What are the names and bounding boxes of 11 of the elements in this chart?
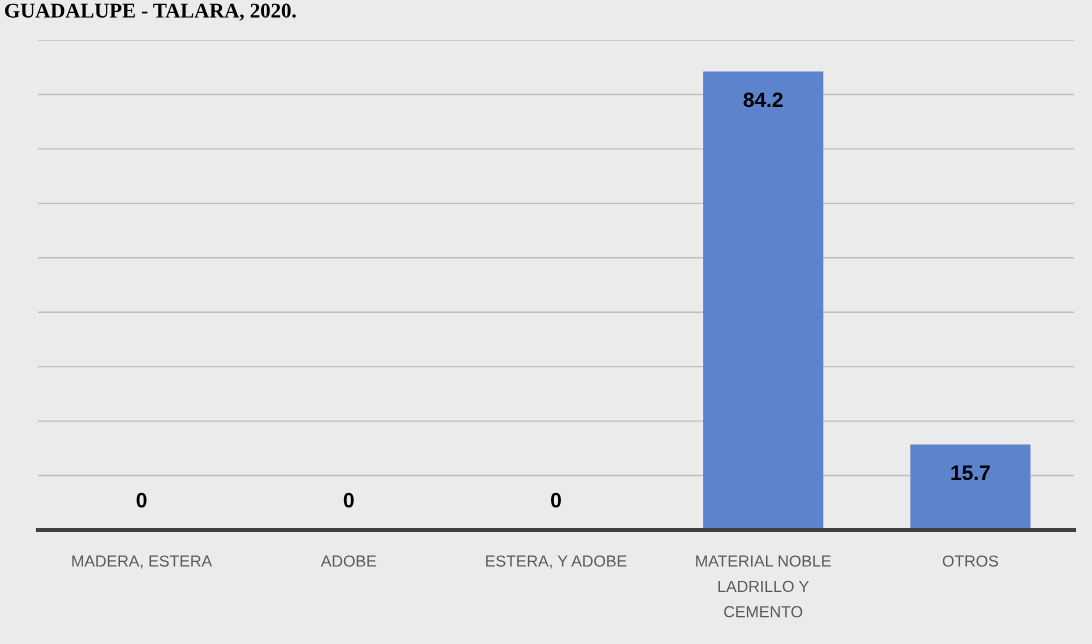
x-tick-label: MATERIAL NOBLE LADRILLO Y CEMENTO xyxy=(696,555,831,618)
data-label: 15.7 xyxy=(951,465,990,481)
x-tick-label: ADOBE xyxy=(320,555,377,567)
data-label: 0 xyxy=(343,492,354,508)
x-tick-label: ESTERA, Y ADOBE xyxy=(486,555,627,569)
x-tick-label: MADERA, ESTERA xyxy=(72,555,213,569)
data-label: 0 xyxy=(551,492,561,508)
data-label: 0 xyxy=(136,492,147,508)
x-tick-label: OTROS xyxy=(942,555,999,567)
data-label: 84.2 xyxy=(743,92,783,108)
chart-title: GUADALUPE - TALARA, 2020. xyxy=(5,3,296,21)
